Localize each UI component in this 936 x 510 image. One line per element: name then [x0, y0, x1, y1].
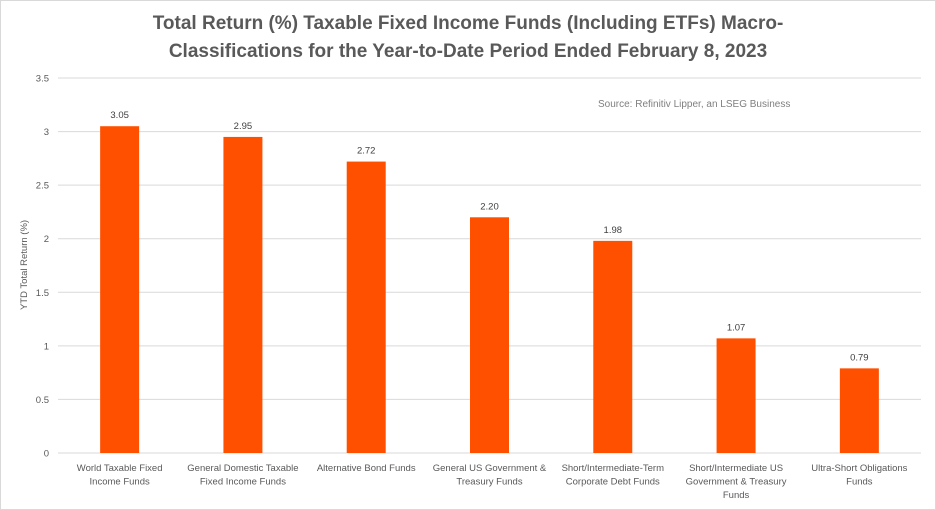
y-axis-label: YTD Total Return (%) — [19, 220, 30, 310]
x-tick-label-line: Government & Treasury — [686, 477, 787, 488]
chart-title: Total Return (%) Taxable Fixed Income Fu… — [0, 10, 936, 66]
x-axis-labels: World Taxable Fixed Income Funds General D… — [77, 463, 908, 501]
x-tick-label-line: World Taxable Fixed — [77, 463, 163, 474]
x-tick-label: Short/Intermediate-Term Corporate Debt Fu… — [562, 463, 665, 488]
bar — [716, 338, 756, 453]
bar — [470, 217, 509, 453]
bar — [839, 368, 879, 453]
data-label: 3.05 — [110, 110, 129, 121]
x-tick-label-line: General US Government & — [433, 463, 547, 474]
bar — [346, 161, 386, 454]
x-tick-label-line: Funds — [723, 490, 750, 501]
x-tick-label-line: Short/Intermediate US — [689, 463, 783, 474]
y-axis-ticks: 0 0.5 1 1.5 2 2.5 3 3.5 — [36, 74, 49, 460]
y-tick-label: 1 — [44, 341, 49, 352]
x-tick-label: General US Government & Treasury Funds — [433, 463, 547, 488]
y-tick-label: 2.5 — [36, 181, 49, 192]
data-label: 2.20 — [480, 201, 499, 212]
x-tick-label-line: Short/Intermediate-Term — [562, 463, 665, 474]
x-tick-label-line: Fixed Income Funds — [200, 477, 286, 488]
x-tick-label-line: Corporate Debt Funds — [566, 477, 660, 488]
source-annotation: Source: Refinitiv Lipper, an LSEG Busine… — [598, 99, 790, 110]
data-labels: 3.05 2.95 2.72 2.20 1.98 1.07 0.79 — [110, 110, 868, 363]
y-tick-label: 3 — [44, 127, 49, 138]
bar — [100, 126, 140, 453]
x-tick-label-line: General Domestic Taxable — [187, 463, 298, 474]
y-tick-label: 0.5 — [36, 395, 49, 406]
chart-title-line-1: Total Return (%) Taxable Fixed Income Fu… — [152, 13, 784, 34]
bars — [100, 126, 879, 454]
x-tick-label-line: Funds — [846, 477, 873, 488]
y-tick-label: 2 — [44, 234, 49, 245]
x-tick-label: Ultra-Short Obligations Funds — [811, 463, 907, 488]
x-tick-label-line: Ultra-Short Obligations — [811, 463, 907, 474]
chart-title-line-2: Classifications for the Year-to-Date Per… — [168, 41, 768, 62]
x-tick-label: Alternative Bond Funds — [317, 463, 416, 474]
x-tick-label-line: Treasury Funds — [456, 477, 522, 488]
data-label: 1.98 — [604, 225, 623, 236]
y-tick-label: 0 — [44, 449, 49, 460]
x-tick-label-line: Alternative Bond Funds — [317, 463, 416, 474]
bar — [223, 136, 263, 453]
y-tick-label: 1.5 — [36, 288, 49, 299]
x-tick-label: Short/Intermediate US Government & Treasu… — [686, 463, 787, 501]
data-label: 2.95 — [234, 121, 253, 132]
y-tick-label: 3.5 — [36, 74, 49, 85]
x-tick-label: World Taxable Fixed Income Funds — [77, 463, 163, 488]
x-tick-label-line: Income Funds — [90, 477, 150, 488]
data-label: 2.72 — [357, 146, 376, 157]
x-tick-label: General Domestic Taxable Fixed Income Fun… — [187, 463, 298, 488]
data-label: 1.07 — [727, 322, 746, 333]
bar — [593, 240, 633, 453]
data-label: 0.79 — [850, 352, 869, 363]
